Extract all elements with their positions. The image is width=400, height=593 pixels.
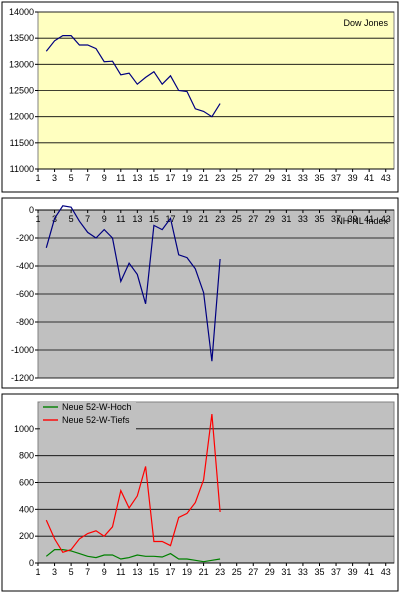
- chart-title: NH-NL Index: [336, 216, 388, 226]
- x-tick-label: 37: [331, 214, 341, 224]
- x-tick-label: 29: [265, 214, 275, 224]
- y-tick-label: 11500: [10, 138, 34, 148]
- series-line-0: [45, 205, 221, 362]
- x-tick-label: 7: [85, 567, 90, 577]
- y-tick-label: -400: [16, 261, 34, 271]
- x-tick-label: 43: [381, 173, 391, 183]
- x-tick-label: 5: [69, 567, 74, 577]
- legend-label: Neue 52-W-Tiefs: [62, 415, 130, 425]
- y-tick-label: 600: [19, 478, 34, 488]
- x-tick-label: 29: [265, 173, 275, 183]
- y-tick-label: 12000: [9, 112, 34, 122]
- x-tick-label: 19: [182, 567, 192, 577]
- x-tick-label: 43: [381, 214, 391, 224]
- x-tick-label: 35: [314, 214, 324, 224]
- x-tick-label: 27: [248, 567, 258, 577]
- x-tick-label: 37: [331, 567, 341, 577]
- x-tick-label: 9: [102, 214, 107, 224]
- x-tick-label: 39: [348, 567, 358, 577]
- x-tick-label: 25: [232, 567, 242, 577]
- y-tick-label: 1000: [14, 424, 34, 434]
- x-tick-label: 27: [248, 173, 258, 183]
- x-tick-label: 35: [314, 567, 324, 577]
- x-tick-label: 37: [331, 173, 341, 183]
- x-tick-label: 19: [182, 214, 192, 224]
- x-tick-label: 39: [348, 173, 358, 183]
- x-tick-label: 11: [116, 214, 125, 224]
- y-tick-label: 11000: [10, 164, 34, 174]
- x-tick-label: 29: [265, 567, 275, 577]
- y-tick-label: 400: [19, 504, 34, 514]
- x-tick-label: 43: [381, 567, 391, 577]
- y-tick-label: -200: [16, 233, 34, 243]
- x-tick-label: 33: [298, 173, 308, 183]
- x-tick-label: 1: [35, 214, 40, 224]
- x-tick-label: 17: [165, 567, 175, 577]
- x-tick-label: 25: [232, 173, 242, 183]
- y-tick-label: 200: [19, 531, 34, 541]
- x-tick-label: 33: [298, 214, 308, 224]
- series-line-1: [45, 414, 221, 554]
- y-tick-label: 14000: [9, 7, 34, 17]
- y-tick-label: -600: [16, 289, 34, 299]
- y-tick-label: 13500: [9, 33, 34, 43]
- x-tick-label: 17: [165, 173, 175, 183]
- x-tick-label: 25: [232, 214, 242, 224]
- y-tick-label: -1200: [11, 373, 34, 383]
- chart-title: Dow Jones: [343, 18, 388, 28]
- x-tick-label: 33: [298, 567, 308, 577]
- y-tick-label: 0: [29, 558, 34, 568]
- x-tick-label: 15: [149, 173, 159, 183]
- x-tick-label: 15: [149, 214, 159, 224]
- x-tick-label: 7: [85, 173, 90, 183]
- x-tick-label: 13: [132, 567, 142, 577]
- x-tick-label: 1: [35, 173, 40, 183]
- y-tick-label: 13000: [9, 59, 34, 69]
- y-tick-label: 800: [19, 451, 34, 461]
- x-tick-label: 21: [199, 173, 209, 183]
- x-tick-label: 19: [182, 173, 192, 183]
- x-tick-label: 9: [102, 567, 107, 577]
- x-tick-label: 15: [149, 567, 159, 577]
- x-tick-label: 23: [215, 214, 225, 224]
- x-tick-label: 5: [69, 214, 74, 224]
- y-tick-label: -1000: [11, 345, 34, 355]
- x-tick-label: 11: [116, 173, 125, 183]
- legend-label: Neue 52-W-Hoch: [62, 402, 131, 412]
- x-tick-label: 1: [35, 567, 40, 577]
- x-tick-label: 7: [85, 214, 90, 224]
- x-tick-label: 3: [52, 567, 57, 577]
- x-tick-label: 39: [348, 214, 358, 224]
- y-tick-label: -800: [16, 317, 34, 327]
- x-tick-label: 27: [248, 214, 258, 224]
- x-tick-label: 13: [132, 214, 142, 224]
- x-tick-label: 41: [364, 173, 374, 183]
- x-tick-label: 35: [314, 173, 324, 183]
- x-tick-label: 31: [281, 567, 291, 577]
- x-tick-label: 31: [281, 173, 291, 183]
- x-tick-label: 3: [52, 173, 57, 183]
- x-tick-label: 41: [364, 214, 374, 224]
- x-tick-label: 13: [132, 173, 142, 183]
- x-tick-label: 23: [215, 173, 225, 183]
- y-tick-label: 12500: [9, 86, 34, 96]
- x-tick-label: 41: [364, 567, 374, 577]
- x-tick-label: 23: [215, 567, 225, 577]
- x-tick-label: 21: [199, 567, 209, 577]
- series-line-0: [45, 548, 221, 563]
- x-tick-label: 31: [281, 214, 291, 224]
- x-tick-label: 9: [102, 173, 107, 183]
- x-tick-label: 11: [116, 567, 125, 577]
- x-tick-label: 5: [69, 173, 74, 183]
- x-tick-label: 21: [199, 214, 209, 224]
- legend-box: [40, 401, 136, 431]
- y-tick-label: 0: [29, 205, 34, 215]
- series-line-0: [45, 34, 221, 118]
